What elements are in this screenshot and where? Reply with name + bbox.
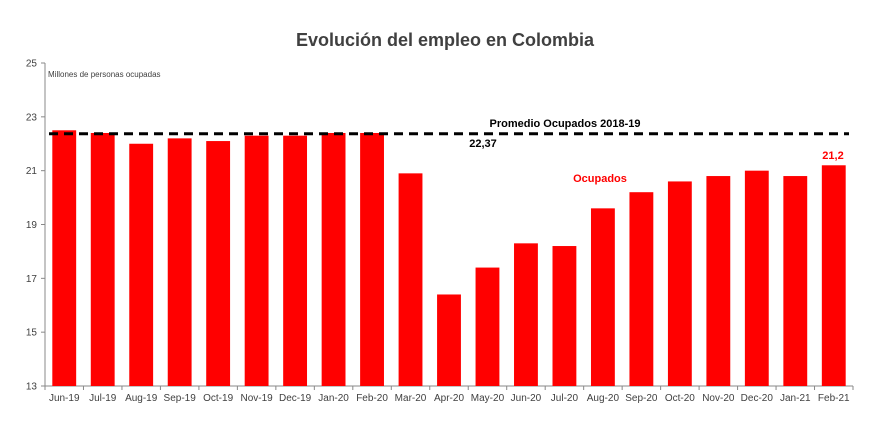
x-tick-label: Sep-19: [164, 393, 197, 404]
bar: [667, 181, 692, 386]
y-tick-label: 25: [26, 59, 38, 70]
y-tick-label: 13: [26, 382, 38, 393]
y-tick-label: 19: [26, 220, 38, 231]
bar: [206, 141, 231, 386]
bar: [590, 208, 615, 386]
x-tick-label: May-20: [471, 393, 505, 404]
bar: [283, 135, 308, 386]
x-tick-label: Mar-20: [395, 393, 427, 404]
bar: [552, 246, 577, 386]
bar: [90, 132, 115, 386]
bar: [129, 143, 154, 386]
bar: [398, 173, 423, 386]
bar: [629, 192, 654, 386]
y-tick-labels: 13 15 17 19 21 23 25: [26, 59, 38, 393]
x-tick-label: Dec-19: [279, 393, 312, 404]
bar: [167, 138, 192, 386]
bar: [475, 267, 500, 386]
y-tick-label: 17: [26, 274, 38, 285]
x-tick-label: Apr-20: [434, 393, 464, 404]
last-value-label: 21,2: [822, 150, 843, 162]
x-tick-label: Aug-19: [125, 393, 158, 404]
x-tick-label: Sep-20: [625, 393, 658, 404]
x-tick-labels: Jun-19 Jul-19 Aug-19 Sep-19 Oct-19 Nov-19 Dec-…: [49, 393, 850, 404]
x-tick-label: Jan-20: [318, 393, 349, 404]
y-tick-label: 23: [26, 112, 38, 123]
bar: [821, 165, 846, 386]
x-tick-label: Nov-19: [240, 393, 273, 404]
y-axis-unit-label: Millones de personas ocupadas: [48, 70, 161, 79]
x-tick-label: Dec-20: [741, 393, 774, 404]
chart-title: Evolución del empleo en Colombia: [296, 30, 595, 50]
bar: [321, 132, 346, 386]
y-tick-label: 21: [26, 166, 38, 177]
x-tick-label: Jun-19: [49, 393, 80, 404]
x-tick-label: Jan-21: [780, 393, 811, 404]
bar: [437, 294, 461, 386]
bar: [52, 130, 77, 386]
y-tick-label: 15: [26, 328, 38, 339]
x-tick-label: Jun-20: [511, 393, 542, 404]
x-tick-label: Jul-20: [551, 393, 579, 404]
bar: [783, 176, 808, 386]
bars: [52, 130, 846, 386]
x-tick-label: Oct-20: [665, 393, 695, 404]
bar: [706, 176, 731, 386]
bar: [360, 132, 384, 386]
bar: [744, 170, 769, 386]
x-tick-label: Jul-19: [89, 393, 117, 404]
average-reference-value: 22,37: [469, 138, 497, 150]
x-tick-label: Nov-20: [702, 393, 735, 404]
x-tick-label: Aug-20: [587, 393, 620, 404]
bar: [514, 243, 538, 386]
x-tick-label: Feb-21: [818, 393, 850, 404]
x-tick-label: Feb-20: [356, 393, 388, 404]
series-label-ocupados: Ocupados: [573, 173, 627, 185]
bar: [244, 135, 269, 386]
average-reference-label: Promedio Ocupados 2018-19: [490, 118, 641, 130]
x-tick-label: Oct-19: [203, 393, 233, 404]
